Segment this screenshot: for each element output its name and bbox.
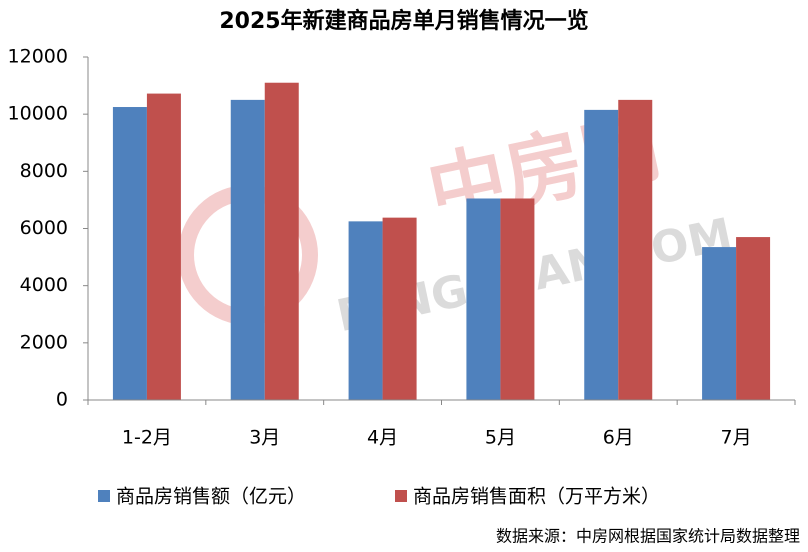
- y-tick-label: 2000: [20, 331, 68, 353]
- y-tick-label: 6000: [20, 217, 68, 239]
- bar: [736, 237, 771, 400]
- bar: [618, 99, 653, 400]
- x-tick-label: 5月: [485, 427, 516, 449]
- legend-label: 商品房销售额（亿元）: [116, 486, 306, 508]
- y-tick-label: 10000: [8, 103, 68, 125]
- bar: [146, 93, 181, 400]
- x-tick-label: 3月: [249, 427, 280, 449]
- bar: [348, 221, 383, 400]
- x-tick-label: 6月: [603, 427, 634, 449]
- y-tick-label: 8000: [20, 160, 68, 182]
- x-tick-label: 7月: [721, 427, 752, 449]
- y-tick-label: 4000: [20, 274, 68, 296]
- bar: [466, 198, 501, 400]
- bar: [584, 109, 619, 401]
- bar: [230, 99, 265, 400]
- bar: [702, 247, 737, 400]
- chart-title: 2025年新建商品房单月销售情况一览: [219, 8, 588, 34]
- legend-swatch: [395, 490, 407, 502]
- legend-label: 商品房销售面积（万平方米）: [413, 486, 660, 508]
- x-tick-label: 4月: [367, 427, 398, 449]
- bar: [264, 82, 299, 400]
- y-tick-label: 12000: [8, 46, 68, 68]
- bar: [500, 198, 535, 400]
- source-note: 数据来源：中房网根据国家统计局数据整理: [496, 527, 800, 546]
- bar: [112, 107, 147, 400]
- legend-swatch: [98, 490, 110, 502]
- y-tick-label: 0: [56, 389, 68, 411]
- x-tick-label: 1-2月: [122, 427, 172, 449]
- bar: [382, 217, 417, 400]
